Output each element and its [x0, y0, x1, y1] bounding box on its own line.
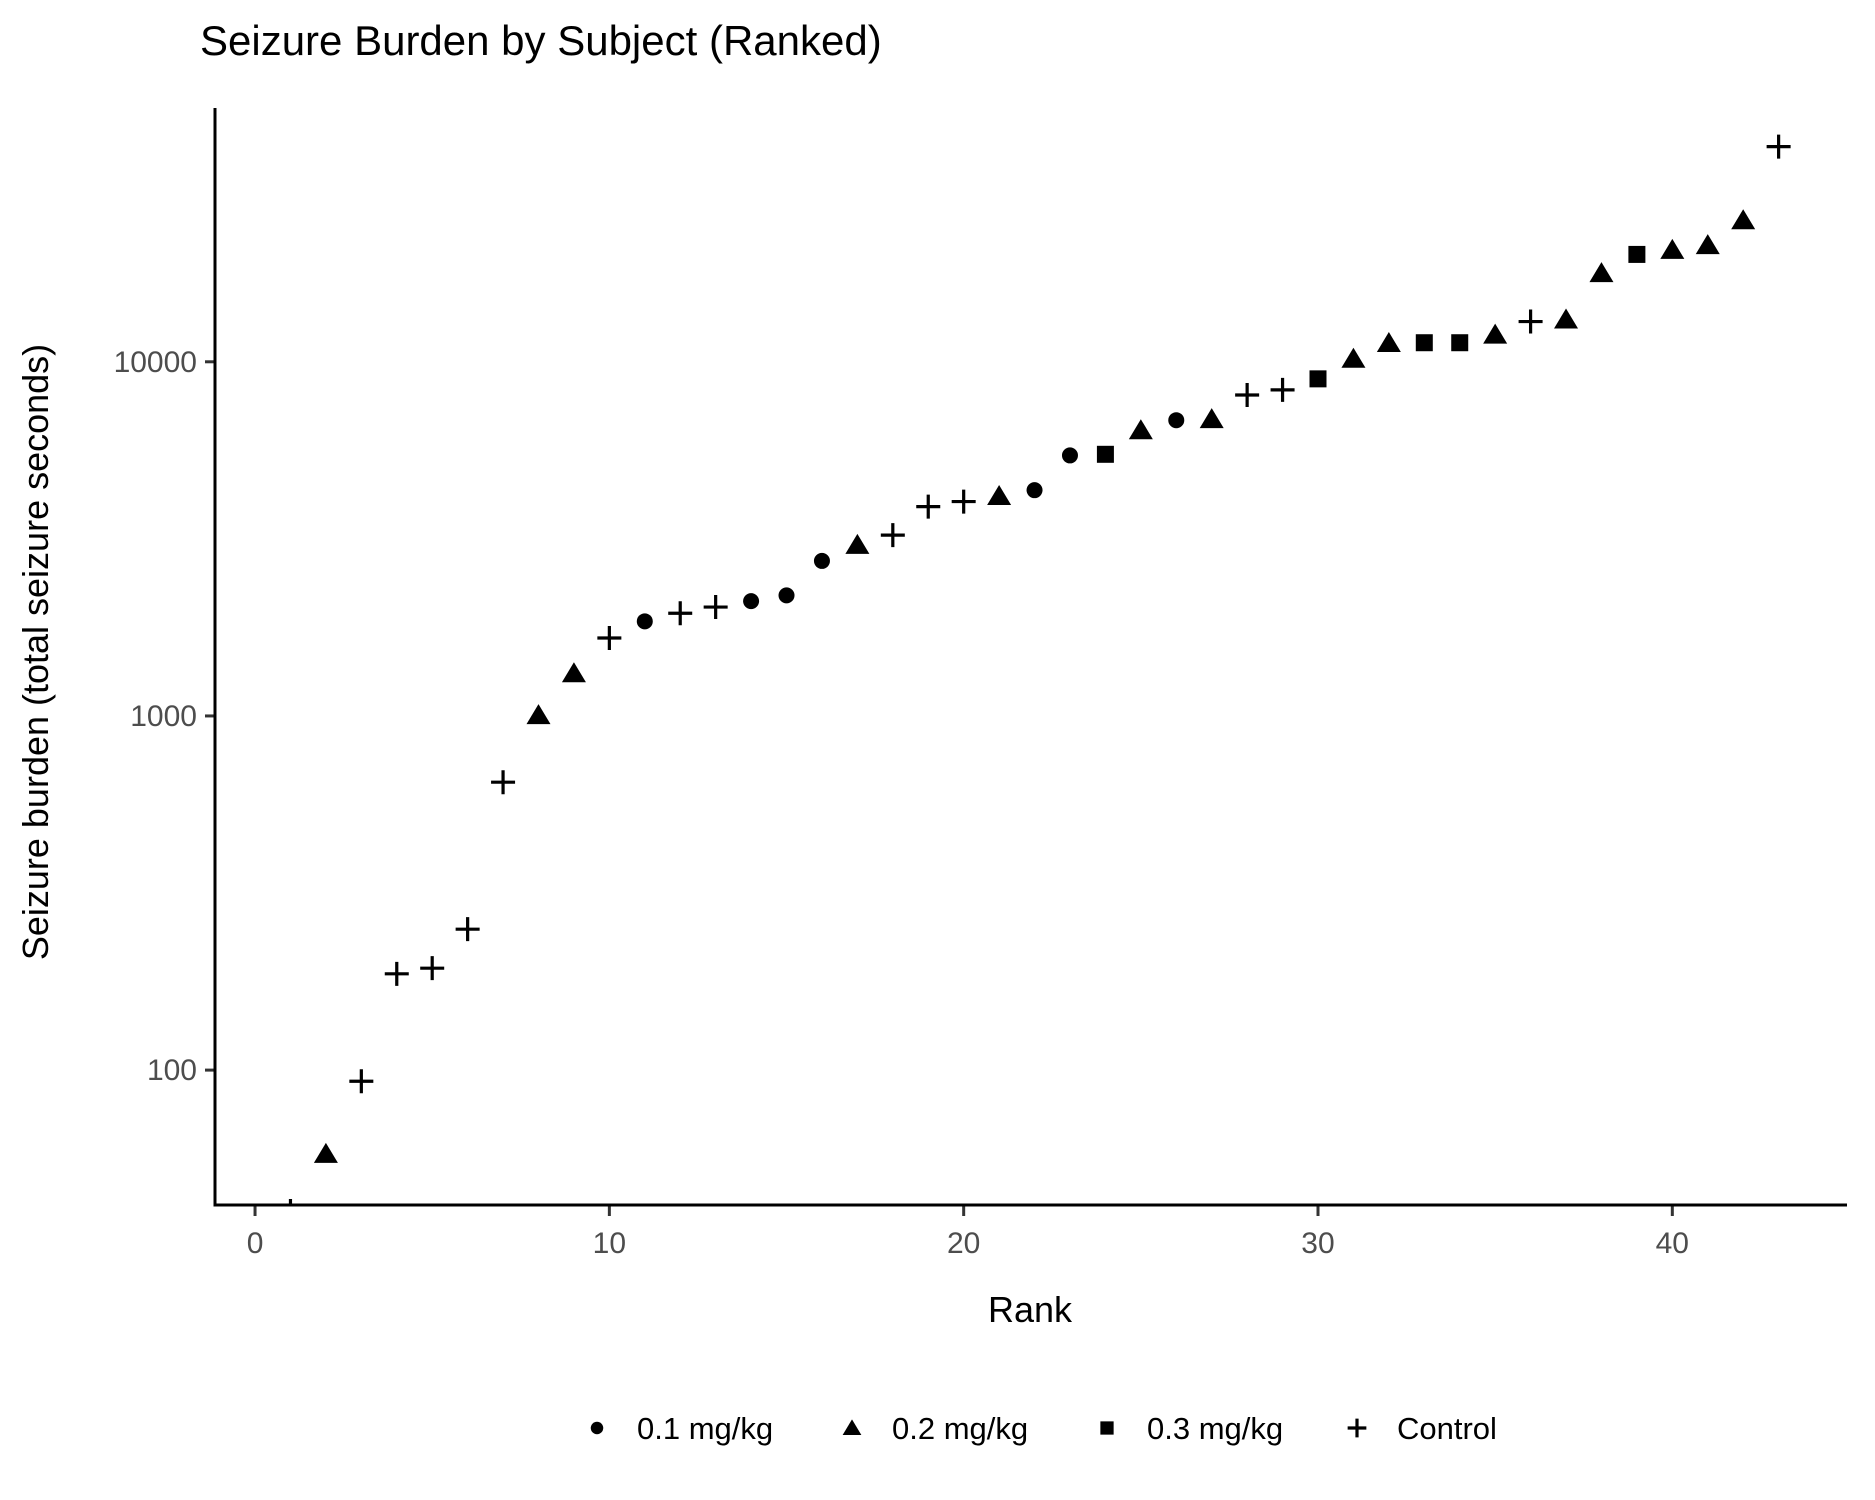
- data-point-plus: [420, 956, 445, 981]
- data-point-triangle: [1341, 347, 1366, 368]
- data-point-square: [1309, 370, 1327, 388]
- data-point-plus: [384, 961, 409, 986]
- x-tick-label: 20: [947, 1227, 980, 1260]
- data-point-triangle: [987, 484, 1012, 505]
- data-point-plus: [880, 523, 905, 548]
- data-point-plus: [1235, 382, 1260, 407]
- data-point-plus: [597, 625, 622, 650]
- data-point-triangle: [1695, 234, 1720, 255]
- data-point-circle: [813, 552, 830, 569]
- data-point-triangle: [561, 662, 586, 683]
- legend-item-label: 0.2 mg/kg: [892, 1411, 1028, 1446]
- data-point-triangle: [1731, 209, 1756, 230]
- series-0-1-mg-kg: [636, 412, 1185, 630]
- series-control: [288, 134, 1791, 1205]
- data-point-plus: [491, 770, 516, 795]
- legend-item-0-2-mg-kg: 0.2 mg/kg: [842, 1411, 1028, 1446]
- series-0-2-mg-kg: [313, 209, 1756, 1163]
- data-point-square: [1451, 334, 1469, 352]
- data-point-circle: [636, 613, 653, 630]
- y-axis-ticks: 100 1000 10000: [114, 346, 215, 1087]
- data-point-triangle: [1554, 308, 1579, 329]
- data-point-plus: [1347, 1418, 1367, 1438]
- data-point-plus: [349, 1069, 374, 1094]
- legend-item-label: 0.3 mg/kg: [1147, 1411, 1283, 1446]
- data-point-square: [1628, 245, 1646, 263]
- legend-item-control: Control: [1347, 1411, 1497, 1446]
- data-point-circle: [778, 587, 795, 604]
- legend-item-label: 0.1 mg/kg: [637, 1411, 773, 1446]
- data-point-triangle: [1483, 323, 1508, 344]
- data-point-square: [1100, 1421, 1114, 1435]
- legend: 0.1 mg/kg 0.2 mg/kg 0.3 mg/kg Control: [590, 1411, 1497, 1446]
- series-0-3-mg-kg: [1096, 245, 1646, 463]
- x-axis-title: Rank: [988, 1289, 1073, 1330]
- data-point-plus: [288, 1199, 293, 1205]
- data-point-plus: [916, 494, 941, 519]
- x-tick-label: 10: [593, 1227, 626, 1260]
- data-point-square: [1096, 445, 1114, 463]
- legend-item-0-1-mg-kg: 0.1 mg/kg: [590, 1411, 773, 1446]
- chart-title: Seizure Burden by Subject (Ranked): [200, 17, 882, 64]
- data-point-triangle: [1589, 262, 1614, 283]
- legend-item-label: Control: [1397, 1411, 1497, 1446]
- data-point-circle: [590, 1421, 604, 1435]
- x-tick-label: 30: [1301, 1227, 1334, 1260]
- y-tick-label: 1000: [130, 700, 197, 733]
- data-point-plus: [1270, 377, 1295, 402]
- data-points: [288, 134, 1791, 1205]
- legend-item-0-3-mg-kg: 0.3 mg/kg: [1100, 1411, 1283, 1446]
- data-point-triangle: [842, 1419, 862, 1436]
- data-point-triangle: [1128, 419, 1153, 440]
- data-point-triangle: [1199, 408, 1224, 429]
- data-point-triangle: [526, 704, 551, 725]
- data-point-circle: [1026, 482, 1043, 499]
- data-point-triangle: [1376, 331, 1401, 352]
- x-axis-ticks: 0 10 20 30 40: [247, 1205, 1689, 1260]
- data-point-plus: [668, 601, 693, 626]
- data-point-triangle: [845, 533, 870, 554]
- data-point-square: [1415, 334, 1433, 352]
- data-point-triangle: [1660, 238, 1685, 259]
- data-point-plus: [1518, 309, 1543, 334]
- data-point-plus: [703, 595, 728, 620]
- data-point-plus: [455, 917, 480, 942]
- y-axis-title: Seizure burden (total seizure seconds): [15, 344, 56, 960]
- data-point-circle: [1168, 412, 1185, 429]
- x-tick-label: 40: [1656, 1227, 1689, 1260]
- y-tick-label: 100: [147, 1054, 197, 1087]
- data-point-triangle: [313, 1142, 338, 1163]
- x-tick-label: 0: [247, 1227, 264, 1260]
- data-point-circle: [1061, 447, 1078, 464]
- data-point-plus: [951, 489, 976, 514]
- data-point-circle: [743, 593, 760, 610]
- data-point-plus: [1766, 134, 1791, 159]
- y-tick-label: 10000: [114, 346, 197, 379]
